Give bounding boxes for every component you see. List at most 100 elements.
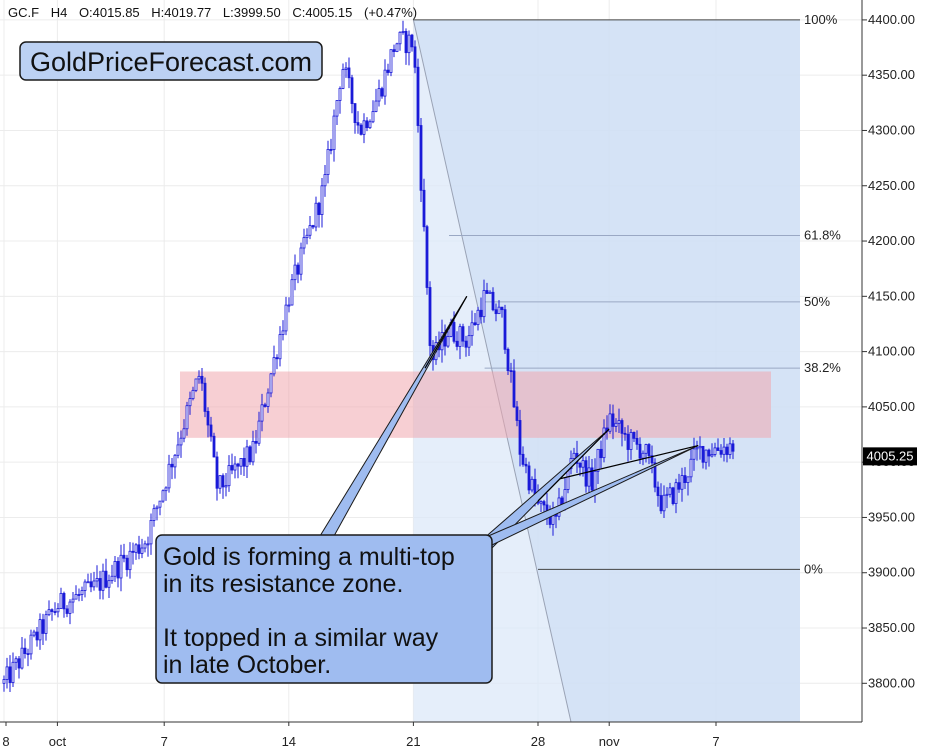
candle-body-113 xyxy=(341,69,345,89)
candle-body-203 xyxy=(611,413,615,427)
candle-body-110 xyxy=(332,115,336,150)
candle-body-162 xyxy=(488,291,492,294)
annotation-line-4: It topped in a similar way xyxy=(163,624,439,652)
candle-body-166 xyxy=(500,306,504,311)
candle-body-78 xyxy=(236,463,240,467)
candle-body-49 xyxy=(149,519,153,545)
candle-body-14 xyxy=(44,614,48,634)
candle-body-20 xyxy=(62,593,66,610)
candle-body-63 xyxy=(191,389,195,400)
candle-body-10 xyxy=(32,631,36,636)
candle-body-233 xyxy=(701,445,705,463)
watermark-text: GoldPriceForecast.com xyxy=(30,47,312,77)
candle-body-153 xyxy=(461,326,465,342)
candle-body-171 xyxy=(515,406,519,421)
annotation-line-2: in its resistance zone. xyxy=(163,570,403,598)
annotation-line-5: in late October. xyxy=(163,651,331,679)
candle-body-15 xyxy=(47,609,51,616)
candle-body-12 xyxy=(38,619,42,641)
candle-body-124 xyxy=(374,100,378,112)
candle-body-41 xyxy=(125,557,129,571)
candle-body-208 xyxy=(626,433,630,450)
fib-label-2: 50% xyxy=(804,294,830,309)
candle-body-98 xyxy=(296,264,300,275)
candle-body-214 xyxy=(644,444,648,454)
candle-body-107 xyxy=(323,174,327,187)
candle-body-130 xyxy=(392,49,396,52)
candle-body-226 xyxy=(680,475,684,490)
candle-body-71 xyxy=(215,456,219,489)
candle-body-172 xyxy=(518,420,522,455)
candle-body-136 xyxy=(410,34,414,48)
candle-body-230 xyxy=(692,448,696,460)
candle-body-25 xyxy=(77,594,81,596)
candle-body-26 xyxy=(80,590,84,595)
fib-label-0: 100% xyxy=(804,12,838,27)
candle-body-222 xyxy=(668,487,672,495)
change-value: (+0.47%) xyxy=(364,5,417,20)
trend-line-1 xyxy=(537,428,610,502)
candle-body-217 xyxy=(653,462,657,488)
candle-body-76 xyxy=(230,465,234,471)
y-tick-label-10: 4300.00 xyxy=(868,122,915,137)
candle-body-132 xyxy=(398,31,402,45)
candle-body-92 xyxy=(278,334,282,360)
candle-body-35 xyxy=(107,580,111,588)
candle-body-90 xyxy=(272,357,276,375)
candle-body-19 xyxy=(59,593,63,609)
candle-body-5 xyxy=(17,658,21,669)
candle-body-207 xyxy=(623,432,627,435)
candle-body-29 xyxy=(89,581,93,588)
y-tick-label-6: 4100.00 xyxy=(868,344,915,359)
candle-body-74 xyxy=(224,485,228,488)
candle-body-6 xyxy=(20,647,24,669)
candle-body-0 xyxy=(2,679,6,684)
candle-body-236 xyxy=(710,454,714,457)
x-tick-label-4: 21 xyxy=(406,734,420,749)
candle-body-112 xyxy=(338,88,342,101)
candle-body-44 xyxy=(134,544,138,553)
candle-body-84 xyxy=(254,440,258,444)
candle-body-1 xyxy=(5,666,9,680)
fib-label-1: 61.8% xyxy=(804,228,841,243)
candle-body-46 xyxy=(140,547,144,554)
candle-body-99 xyxy=(299,247,303,275)
y-tick-label-8: 4200.00 xyxy=(868,233,915,248)
candle-body-161 xyxy=(485,290,489,294)
candle-body-151 xyxy=(455,340,459,347)
candle-body-89 xyxy=(269,373,273,394)
x-tick-label-7: 7 xyxy=(712,734,719,749)
candle-body-239 xyxy=(719,450,723,455)
candle-body-209 xyxy=(629,432,633,450)
candle-body-205 xyxy=(617,420,621,424)
candle-body-18 xyxy=(56,608,60,613)
candle-body-28 xyxy=(86,581,90,584)
projection-band xyxy=(413,19,800,723)
candle-body-169 xyxy=(509,370,513,373)
chart-header: GC.F H4 O:4015.85 H:4019.77 L:3999.50 C:… xyxy=(8,5,417,20)
candle-body-223 xyxy=(671,487,675,504)
candle-body-30 xyxy=(92,580,96,588)
candle-body-163 xyxy=(491,291,495,311)
candle-body-134 xyxy=(404,30,408,54)
candle-body-11 xyxy=(35,631,39,641)
candle-body-168 xyxy=(506,348,510,372)
candle-body-101 xyxy=(305,234,309,239)
last-price-value: 4005.25 xyxy=(867,448,914,463)
candle-body-38 xyxy=(116,561,120,579)
candle-body-34 xyxy=(104,570,108,588)
candle-body-3 xyxy=(11,661,15,683)
candle-body-102 xyxy=(308,225,312,236)
candle-body-119 xyxy=(359,124,363,135)
candle-body-195 xyxy=(587,467,591,487)
candle-body-224 xyxy=(674,482,678,504)
candle-body-135 xyxy=(407,34,411,54)
candle-body-39 xyxy=(119,554,123,579)
y-tick-label-12: 4400.00 xyxy=(868,12,915,27)
candle-body-133 xyxy=(401,30,405,33)
candle-body-154 xyxy=(464,340,468,348)
candle-body-61 xyxy=(185,405,189,430)
y-tick-label-3: 3950.00 xyxy=(868,509,915,524)
candle-body-241 xyxy=(725,446,729,455)
candle-body-117 xyxy=(353,103,357,124)
